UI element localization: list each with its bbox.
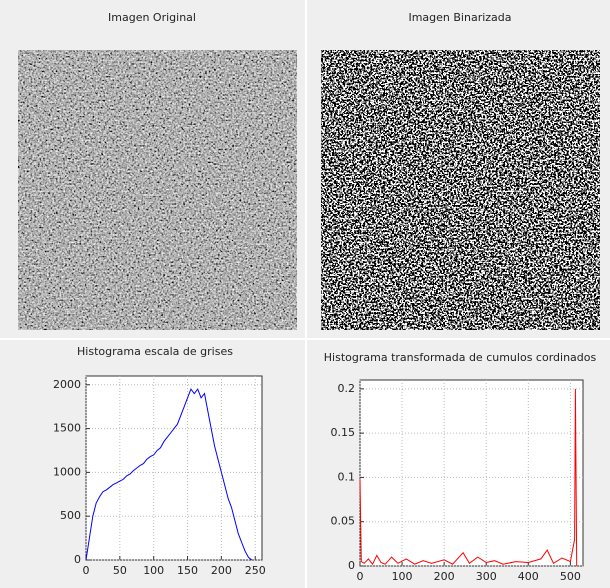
- chart-title: Histograma escala de grises: [77, 345, 233, 358]
- x-tick-label: 0: [357, 570, 364, 583]
- y-tick-label: 1500: [53, 422, 81, 435]
- image-title: Imagen Original: [108, 11, 196, 24]
- y-tick-label: 0: [74, 553, 81, 566]
- y-tick-label: 0.2: [338, 382, 356, 395]
- chart-title: Histograma transformada de cumulos cordi…: [324, 351, 597, 364]
- data-line: [359, 388, 578, 567]
- x-tick-label: 200: [434, 570, 455, 583]
- x-tick-label: 200: [211, 564, 232, 577]
- plot-area: [85, 375, 263, 561]
- y-tick-label: 0.1: [338, 470, 356, 483]
- y-tick-label: 0: [348, 559, 355, 572]
- x-tick-label: 150: [177, 564, 198, 577]
- x-tick-label: 100: [392, 570, 413, 583]
- binary-image: [321, 50, 600, 330]
- original-image: [18, 50, 297, 330]
- y-tick-label: 0.05: [331, 515, 356, 528]
- x-tick-label: 300: [476, 570, 497, 583]
- y-tick-label: 0.15: [331, 426, 356, 439]
- data-line: [85, 388, 253, 561]
- plot-area: [359, 379, 584, 567]
- x-tick-label: 50: [113, 564, 127, 577]
- x-tick-label: 0: [83, 564, 90, 577]
- x-tick-label: 100: [143, 564, 164, 577]
- y-tick-label: 1000: [53, 465, 81, 478]
- y-tick-label: 500: [60, 509, 81, 522]
- y-tick-label: 2000: [53, 378, 81, 391]
- x-tick-label: 250: [245, 564, 266, 577]
- x-tick-label: 400: [518, 570, 539, 583]
- x-tick-label: 500: [560, 570, 581, 583]
- image-title: Imagen Binarizada: [408, 11, 511, 24]
